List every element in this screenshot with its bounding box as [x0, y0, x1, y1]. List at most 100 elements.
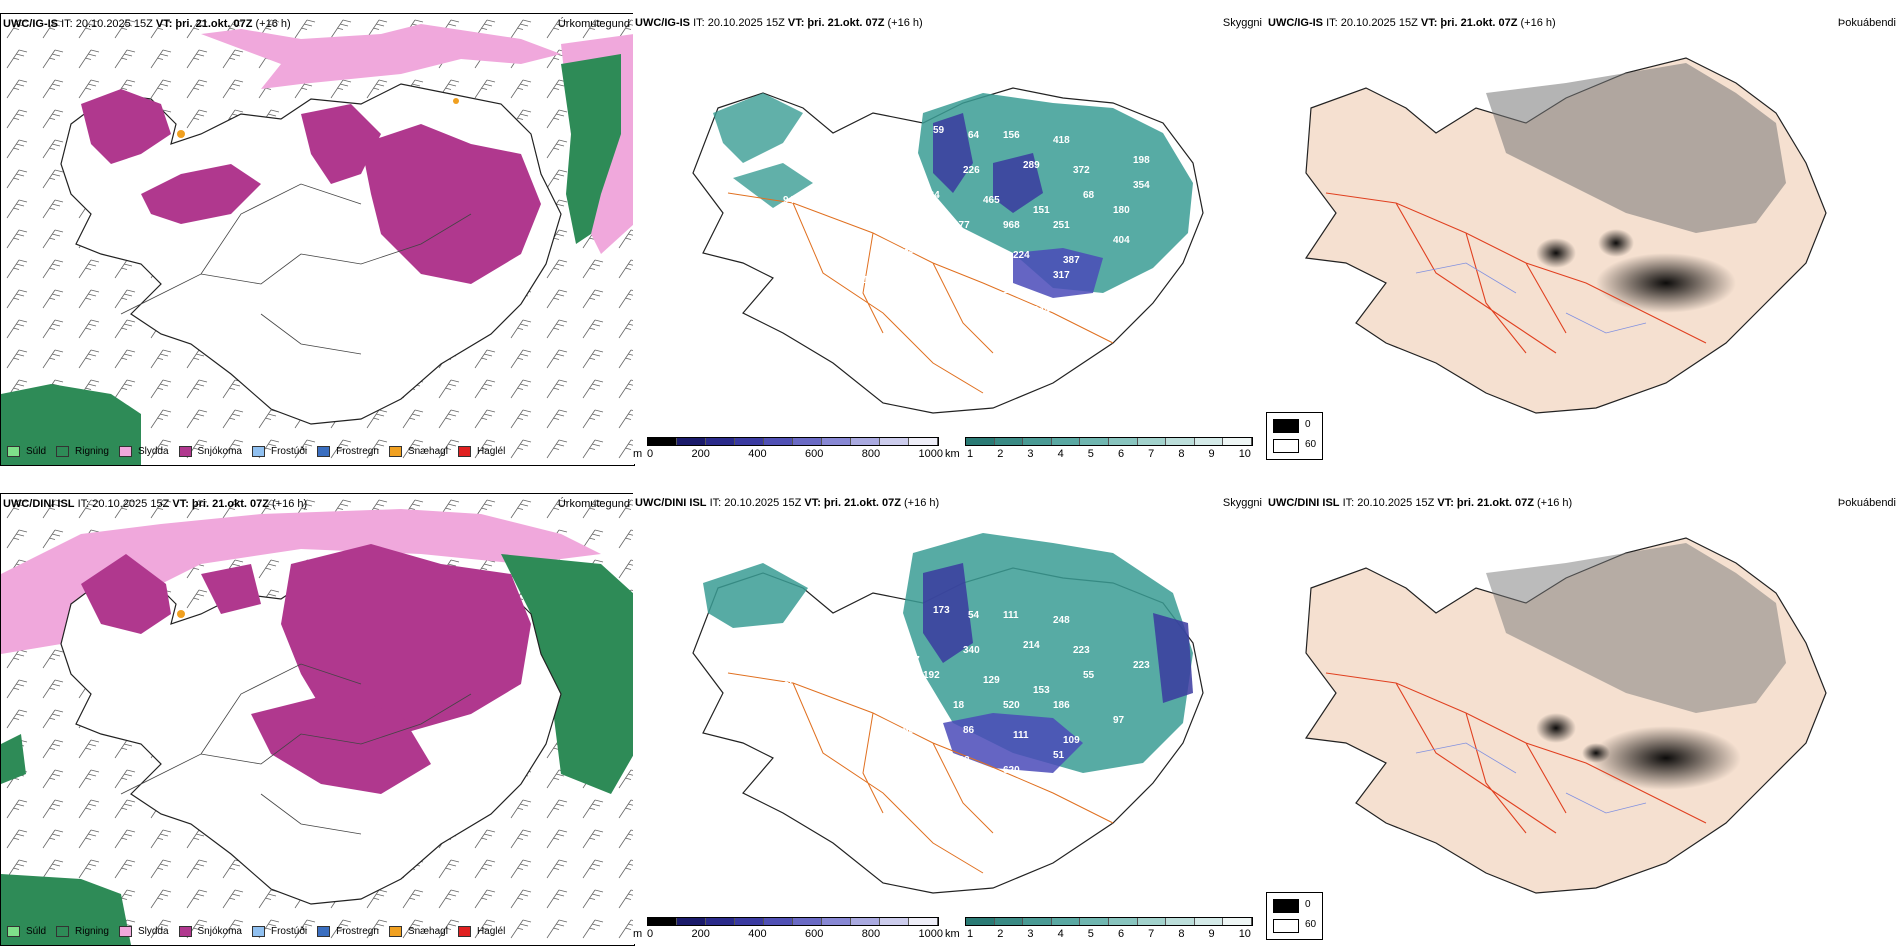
fog-legend-black-label: 0 [1305, 899, 1311, 910]
vt-label: VT: þri. 21.okt. 07Z [1437, 497, 1534, 509]
cloud-base-label: 54 [968, 610, 980, 621]
legend-swatch [388, 926, 402, 937]
cloud-area-nw [713, 93, 803, 163]
precip-legend-item: Snæhagl [388, 926, 448, 937]
cloud-base-label: 214 [1023, 640, 1040, 651]
legend-swatch [7, 926, 20, 937]
precip-legend-item: Rigning [56, 926, 109, 937]
cloud-base-label: 324 [923, 190, 940, 201]
visibility-colorbar: km 1 2 3 4 5 6 7 8 9 10 [945, 917, 1255, 943]
roads [727, 192, 1114, 394]
it-label: IT: 20.10.2025 15Z [709, 497, 802, 509]
snow-area-north [201, 564, 261, 614]
colorbar-tick-label: 600 [805, 448, 824, 460]
cloud-height-colorbar: m 0 200 400 600 800 1000 [633, 917, 943, 943]
cloud-base-label: 111 [1013, 730, 1029, 741]
vt-label: VT: þri. 21.okt. 07Z [1420, 17, 1518, 29]
visibility-colorbar: km 1 2 3 4 5 6 7 8 9 10 [945, 437, 1255, 463]
panel-header: UWC/IG-IS IT: 20.10.2025 15Z VT: þri. 21… [635, 17, 923, 29]
colorbar-tick-label: 200 [691, 448, 710, 460]
roads [1325, 192, 1707, 354]
colorbar-ticks: 0 200 400 600 800 1000 [647, 448, 943, 460]
legend-label: Snæhagl [407, 446, 448, 457]
precip-legend: Súld Rigning Slydda Snjókoma Frostúði Frostre… [7, 446, 515, 457]
fog-legend-black-label: 0 [1305, 419, 1311, 430]
cloud-base-label: 151 [1033, 205, 1050, 216]
cloud-base-label: 51 [1053, 750, 1065, 761]
cloud-base-label: 344 [1033, 305, 1050, 316]
fog-map [1304, 537, 1827, 894]
colorbar-tick-label: 1000 [918, 928, 943, 940]
cloud-base-label: 968 [1003, 220, 1020, 231]
colorbar-strip [647, 917, 939, 926]
fog-legend-white-swatch [1273, 439, 1299, 453]
legend-swatch [317, 446, 331, 457]
fog-area-dense [1582, 743, 1610, 763]
precip-legend-item: Súld [7, 446, 46, 457]
cloud-base-label: 303 [903, 175, 920, 186]
precip-legend-item: Snjókoma [178, 926, 242, 937]
cloud-base-label: 86 [963, 725, 975, 736]
sleet-area [201, 24, 561, 89]
legend-label: Súld [26, 926, 47, 937]
colorbar-tick-label: 10 [1238, 928, 1251, 940]
cloud-base-labels: 849 173 54 111 248 237 222 257 157 340 214 223 180 17… [733, 565, 1150, 796]
precip-legend-item: Slydda [118, 926, 169, 937]
fog-area-dense [1598, 229, 1634, 257]
rain-area-sw [1, 874, 131, 945]
lead-label: (+16 h) [904, 497, 940, 509]
cloud-base-label: 180 [733, 685, 750, 696]
vt-label: VT: þri. 21.okt. 07Z [155, 18, 253, 30]
panel-header: UWC/DINI ISL IT: 20.10.2025 15Z VT: þri.… [635, 497, 939, 509]
legend-swatch [56, 926, 70, 937]
colorbar-strip [965, 437, 1253, 446]
rivers [1415, 262, 1647, 334]
cloud-base-label: 223 [1073, 645, 1090, 656]
cloud-base-label: 257 [863, 655, 880, 666]
panel-title: Úrkomutegund [557, 18, 630, 30]
cloud-base-label: 226 [963, 165, 980, 176]
fog-map [1304, 57, 1827, 414]
legend-label: Súld [26, 446, 47, 457]
cloud-base-label: 227 [733, 205, 750, 216]
roads [120, 663, 472, 835]
colorbar-tick-label: 8 [1178, 928, 1185, 940]
cloud-base-label: 944 [783, 195, 800, 206]
colorbar-tick-label: 800 [861, 928, 881, 940]
cloud-base-label: 173 [933, 605, 950, 616]
colorbar-tick-label: 400 [748, 928, 767, 940]
vt-label: VT: þri. 21.okt. 07Z [787, 17, 885, 29]
visibility-map: 849 173 54 111 248 237 222 257 157 340 214 223 180 17… [692, 533, 1204, 894]
panel-title: Úrkomutegund [557, 498, 630, 510]
cloud-base-label: 248 [1053, 615, 1070, 626]
cloud-base-label: 358 [903, 245, 920, 256]
colorbar-tick-label: 9 [1208, 448, 1215, 460]
cloud-base-label: 277 [953, 220, 970, 231]
cloud-base-label: 156 [1003, 130, 1020, 141]
colorbar-ticks: 0 200 400 600 800 1000 [647, 928, 943, 940]
legend-label: Frostúði [270, 926, 308, 937]
precip-legend-item: Frostúði [251, 446, 307, 457]
vt-label: VT: þri. 21.okt. 07Z [804, 497, 901, 509]
colorbar-tick-label: 8 [1178, 448, 1185, 460]
low-cloud-area [993, 153, 1043, 213]
cloud-base-label: 849 [783, 565, 800, 576]
low-cloud-area [1153, 613, 1193, 703]
fog-area-north [1486, 543, 1786, 713]
cloud-base-label: 170 [783, 675, 800, 686]
panel-header: UWC/IG-IS IT: 20.10.2025 15Z VT: þri. 21… [3, 18, 291, 30]
cloud-base-label: 289 [1023, 160, 1040, 171]
cloud-base-label: 59 [933, 125, 945, 136]
colorbar-strip [965, 917, 1253, 926]
cloud-area-northeast [918, 93, 1193, 293]
cloud-base-label: 153 [1033, 685, 1050, 696]
cloud-base-label: 123 [953, 755, 970, 766]
cloud-base-label: 620 [1003, 765, 1020, 776]
precip-legend-item: Slydda [118, 446, 169, 457]
panel-header: UWC/DINI ISL IT: 20.10.2025 15Z VT: þri.… [1268, 497, 1572, 509]
legend-label: Rigning [75, 926, 109, 937]
colorbar-strip [647, 437, 939, 446]
panel-title: Skyggni [1222, 497, 1262, 509]
cloud-base-label: 224 [1013, 250, 1030, 261]
cloud-base-label: 372 [1073, 165, 1090, 176]
